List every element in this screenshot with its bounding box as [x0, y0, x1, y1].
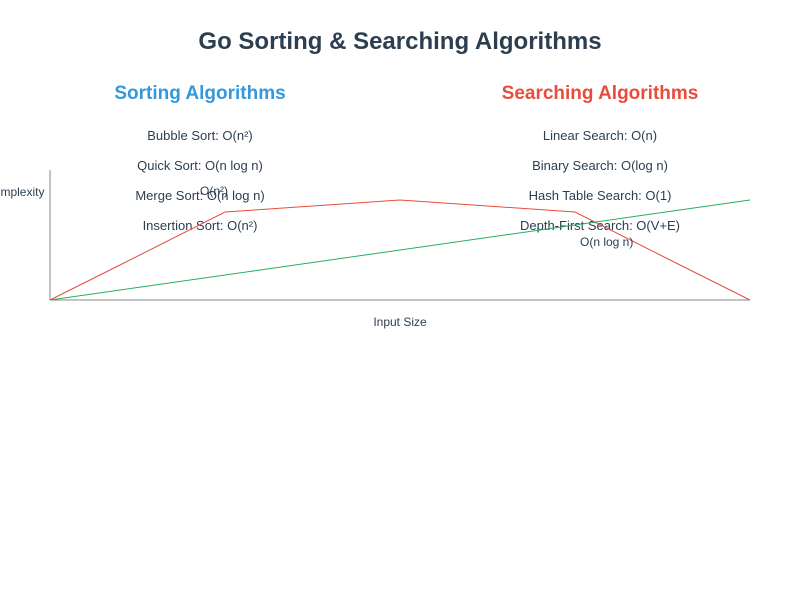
curve-label-1: O(n log n) — [580, 235, 633, 249]
complexity-plot: O(n²) O(n log n) Input Size Time Complex… — [50, 170, 800, 340]
x-axis-label: Input Size — [373, 315, 427, 329]
searching-title: Searching Algorithms — [400, 83, 800, 105]
curve-n-log-n — [50, 200, 750, 300]
curve-label-0: O(n²) — [200, 184, 228, 198]
sorting-item-0: Bubble Sort: O(n²) — [0, 128, 400, 143]
searching-item-0: Linear Search: O(n) — [400, 128, 800, 143]
page-title: Go Sorting & Searching Algorithms — [0, 28, 800, 56]
sorting-title: Sorting Algorithms — [0, 83, 400, 105]
y-axis-label: Time Complexity — [0, 185, 44, 199]
